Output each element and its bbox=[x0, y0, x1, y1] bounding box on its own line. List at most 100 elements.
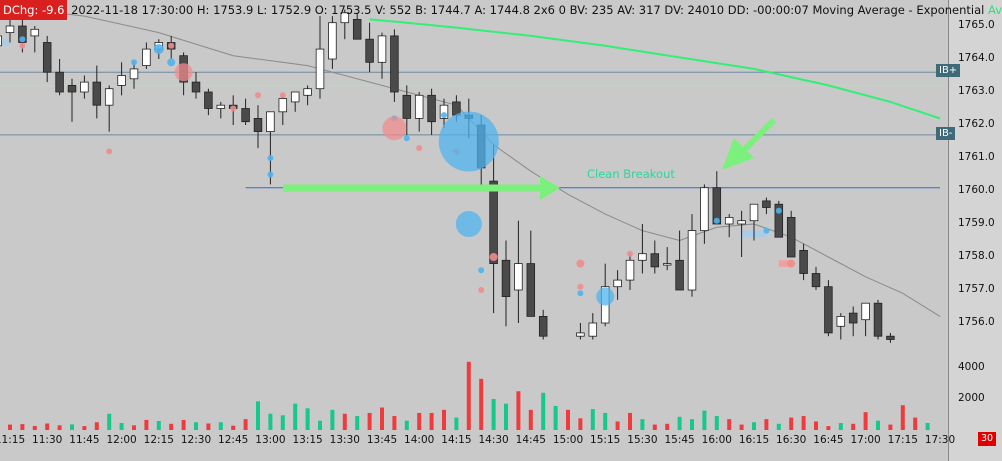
volume-bar bbox=[119, 423, 124, 430]
volume-bar bbox=[82, 426, 87, 430]
time-tick-label: 17:00 bbox=[850, 434, 881, 446]
candle-body bbox=[402, 94, 412, 119]
candle-body bbox=[290, 91, 300, 103]
time-tick-label: 12:15 bbox=[143, 434, 174, 446]
interval-badge[interactable]: 30 bbox=[978, 432, 996, 446]
time-tick-label: 12:30 bbox=[180, 434, 212, 446]
volume-bar bbox=[144, 419, 149, 430]
volume-bar bbox=[739, 424, 744, 430]
candle-body bbox=[352, 18, 362, 40]
volume-bar bbox=[318, 420, 322, 430]
volume-bar bbox=[417, 412, 422, 430]
candle-body bbox=[80, 81, 89, 93]
candle-body bbox=[365, 38, 374, 63]
volume-bar bbox=[714, 416, 719, 430]
buy-bubble bbox=[763, 227, 770, 234]
volume-bar bbox=[367, 412, 372, 430]
candle-body bbox=[377, 35, 387, 63]
candle-body bbox=[712, 187, 722, 225]
buy-bubble bbox=[267, 155, 274, 161]
candle-body bbox=[241, 108, 250, 123]
time-tick-label: 15:15 bbox=[590, 434, 621, 446]
candle-body bbox=[340, 12, 350, 24]
time-tick-label: 17:15 bbox=[887, 434, 918, 446]
volume-bar bbox=[566, 409, 570, 430]
sell-bubble bbox=[576, 259, 585, 268]
candle-body bbox=[762, 200, 771, 208]
volume-bar bbox=[528, 409, 533, 430]
shaded-zone bbox=[0, 39, 10, 46]
volume-bar bbox=[181, 419, 186, 430]
volume-bar bbox=[814, 421, 818, 430]
candle-body bbox=[30, 28, 40, 37]
candle-body bbox=[303, 88, 312, 96]
candle-body bbox=[625, 259, 635, 281]
buy-bubble bbox=[153, 44, 164, 55]
candle-body bbox=[489, 180, 498, 265]
volume-bar bbox=[652, 424, 657, 430]
gray-moving-average bbox=[0, 5, 941, 317]
candle-body bbox=[501, 259, 511, 297]
volume-bar bbox=[45, 423, 50, 430]
buy-bubble bbox=[403, 135, 410, 142]
volume-bar bbox=[851, 423, 856, 430]
volume-bar bbox=[243, 419, 248, 430]
buy-bubble bbox=[19, 36, 26, 43]
candle-body bbox=[588, 322, 598, 337]
candle-body bbox=[861, 302, 870, 321]
time-tick-label: 14:30 bbox=[478, 434, 509, 446]
volume-bar bbox=[863, 412, 868, 430]
volume-bar bbox=[516, 391, 521, 430]
volume-bar bbox=[256, 401, 260, 430]
sell-bubble bbox=[627, 250, 633, 257]
time-tick-label: 15:00 bbox=[552, 434, 584, 446]
sell-bubble bbox=[489, 253, 498, 261]
breakout-annotation: Clean Breakout bbox=[587, 167, 675, 181]
buy-bubble bbox=[455, 211, 482, 237]
volume-bar bbox=[280, 415, 285, 430]
candle-body bbox=[737, 220, 746, 225]
sell-bubble bbox=[255, 92, 261, 99]
price-tick-label: 1764.0 bbox=[958, 52, 995, 64]
volume-bar bbox=[752, 422, 756, 430]
candle-body bbox=[390, 35, 399, 93]
candle-body bbox=[576, 332, 585, 337]
time-tick-label: 12:00 bbox=[106, 434, 137, 446]
ema-line bbox=[369, 18, 941, 120]
buy-bubble bbox=[775, 207, 782, 214]
price-tick-label: 1765.0 bbox=[958, 19, 995, 31]
price-tick-label: 1762.0 bbox=[958, 118, 995, 130]
volume-bar bbox=[727, 419, 732, 430]
breakout-arrow-head bbox=[540, 176, 560, 200]
candle-body bbox=[92, 81, 102, 106]
candle-body bbox=[749, 203, 759, 222]
buy-bubble bbox=[438, 111, 499, 172]
volume-bar bbox=[541, 392, 546, 430]
time-tick-label: 13:30 bbox=[329, 434, 360, 446]
time-tick-label: 14:15 bbox=[441, 434, 472, 446]
volume-bar bbox=[913, 417, 918, 430]
candle-body bbox=[700, 187, 709, 231]
sell-bubble bbox=[478, 287, 485, 293]
price-tick-label: 1757.0 bbox=[958, 283, 995, 295]
volume-bar bbox=[218, 422, 223, 430]
candle-body bbox=[216, 104, 226, 109]
time-tick-label: 12:45 bbox=[218, 434, 249, 446]
volume-bar bbox=[776, 423, 781, 430]
candle-body bbox=[886, 335, 895, 340]
ib-plus-tag: IB+ bbox=[936, 64, 961, 78]
volume-bar bbox=[268, 413, 273, 430]
price-tick-label: 1758.0 bbox=[958, 250, 995, 262]
candle-body bbox=[0, 35, 2, 47]
time-tick-label: 16:30 bbox=[776, 434, 807, 446]
volume-bar bbox=[342, 413, 347, 430]
header-bar: DChg: -9.6 2022-11-18 17:30:00 H: 1753.9… bbox=[0, 0, 1002, 20]
sell-bubble bbox=[230, 105, 237, 112]
candle-body bbox=[18, 25, 27, 43]
pointer-arrow-head bbox=[722, 138, 754, 170]
candle-body bbox=[117, 75, 126, 86]
time-tick-label: 16:15 bbox=[738, 434, 770, 446]
volume-bar bbox=[293, 403, 298, 430]
sell-bubble bbox=[106, 148, 113, 155]
